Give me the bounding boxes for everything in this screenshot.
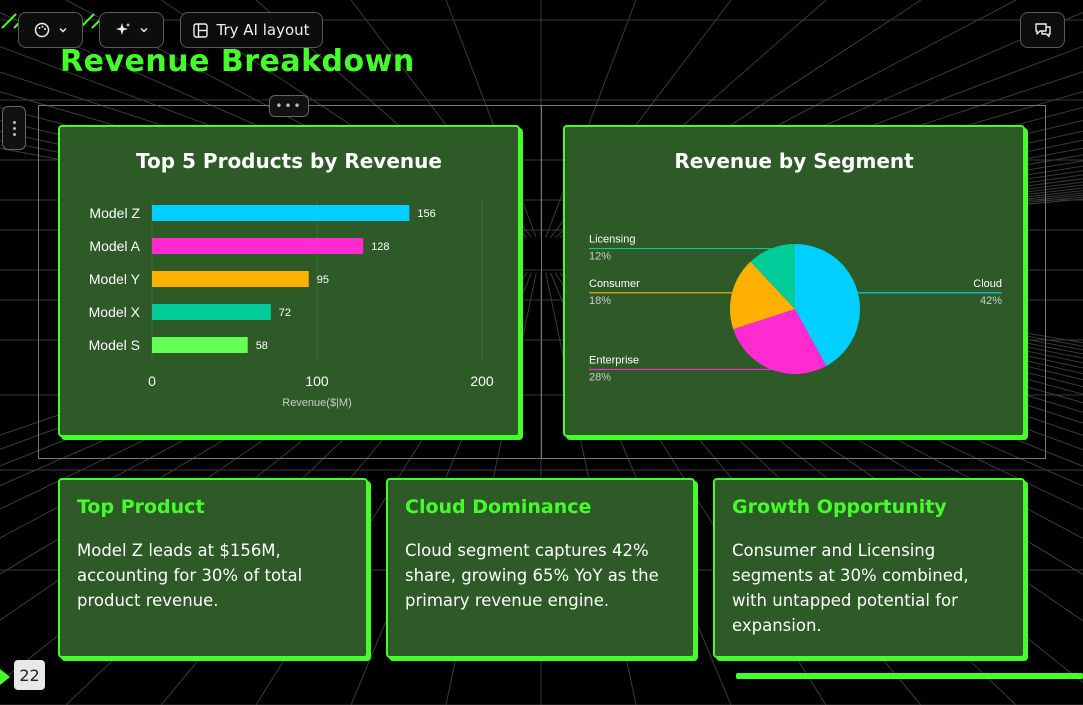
card-body: Cloud segment captures 42% share, growin… bbox=[405, 541, 659, 610]
bar-chart-panel: Top 5 Products by Revenue 0 100 200 Model Z… bbox=[58, 125, 520, 437]
grid-line bbox=[445, 0, 537, 238]
grid-line bbox=[664, 272, 1083, 351]
pie-chart-title: Revenue by Segment bbox=[674, 149, 914, 173]
bar bbox=[152, 337, 248, 353]
card-title: Growth Opportunity bbox=[732, 496, 947, 518]
bar bbox=[152, 238, 364, 254]
ai-dropdown-button[interactable] bbox=[99, 12, 164, 48]
page-number: 22 bbox=[14, 660, 45, 690]
comments-button[interactable] bbox=[1020, 12, 1065, 48]
pie-slice bbox=[730, 261, 795, 330]
pie-chart-panel: Revenue by Segment Cloud 42% Enterprise 28%… bbox=[563, 125, 1025, 437]
pie-slice bbox=[750, 244, 795, 309]
data-label: 128 bbox=[371, 241, 389, 253]
data-label: 72 bbox=[279, 307, 291, 319]
slice-label: Consumer bbox=[589, 278, 640, 290]
data-label: 156 bbox=[417, 208, 435, 220]
category-label: Model Y bbox=[89, 271, 141, 287]
layout-icon bbox=[193, 22, 209, 38]
card-body: Consumer and Licensing segments at 30% c… bbox=[732, 541, 969, 635]
slide-title: Revenue Breakdown bbox=[60, 44, 415, 79]
try-ai-layout-label: Try AI layout bbox=[216, 21, 310, 39]
theme-dropdown-button[interactable] bbox=[18, 12, 83, 48]
grid-line bbox=[669, 196, 1083, 238]
bar-chart-title: Top 5 Products by Revenue bbox=[136, 149, 442, 173]
insight-card-cloud-dominance: Cloud Dominance Cloud segment captures 4… bbox=[386, 478, 695, 658]
chart-frame[interactable] bbox=[38, 105, 1046, 459]
slice-percent: 28% bbox=[589, 371, 611, 383]
bar bbox=[152, 304, 271, 320]
pie-chart: Cloud 42% Enterprise 28% Consumer 18% Licensin… bbox=[589, 234, 1002, 383]
chevron-down-icon bbox=[58, 25, 68, 35]
grid-line bbox=[659, 272, 1083, 355]
palette-icon bbox=[34, 22, 50, 38]
x-axis-label: Revenue($|M) bbox=[282, 397, 352, 409]
slice-label: Enterprise bbox=[589, 354, 639, 366]
slice-percent: 42% bbox=[980, 295, 1002, 307]
category-label: Model X bbox=[89, 304, 141, 320]
slice-label: Cloud bbox=[973, 278, 1002, 290]
slice-percent: 18% bbox=[589, 295, 611, 307]
category-label: Model S bbox=[89, 337, 140, 353]
x-tick-label: 100 bbox=[305, 373, 329, 389]
slice-label: Licensing bbox=[589, 234, 635, 246]
sparkle-icon bbox=[115, 22, 131, 38]
slide-progress-bar bbox=[736, 673, 1083, 679]
data-label: 95 bbox=[317, 274, 329, 286]
card-title: Cloud Dominance bbox=[405, 496, 592, 518]
grid-line bbox=[664, 194, 1083, 238]
frame-divider bbox=[541, 105, 542, 459]
pie-slice bbox=[733, 309, 827, 374]
grid-line bbox=[545, 0, 637, 238]
card-body: Model Z leads at $156M, accounting for 3… bbox=[77, 541, 303, 610]
x-tick-label: 200 bbox=[470, 373, 494, 389]
frame-drag-handle[interactable]: ••• bbox=[269, 95, 309, 117]
play-arrow-icon[interactable] bbox=[0, 667, 12, 687]
insight-card-growth-opportunity: Growth Opportunity Consumer and Licensin… bbox=[713, 478, 1025, 658]
chevron-down-icon bbox=[139, 25, 149, 35]
bar-chart: 0 100 200 Model Z 156 Model A 128 Model Y 95 Mode… bbox=[89, 197, 494, 409]
x-tick-label: 0 bbox=[148, 373, 156, 389]
card-title: Top Product bbox=[77, 496, 205, 518]
try-ai-layout-button[interactable]: Try AI layout bbox=[180, 12, 323, 48]
data-label: 58 bbox=[256, 340, 268, 352]
grid-line bbox=[669, 272, 1083, 347]
side-drag-handle[interactable] bbox=[2, 106, 26, 150]
slice-percent: 12% bbox=[589, 251, 611, 263]
grid-line bbox=[659, 192, 1083, 238]
comment-icon bbox=[1034, 22, 1052, 38]
insight-card-top-product: Top Product Model Z leads at $156M, acco… bbox=[58, 478, 368, 658]
bar bbox=[152, 271, 309, 287]
category-label: Model Z bbox=[89, 205, 140, 221]
category-label: Model A bbox=[89, 238, 140, 254]
bar bbox=[152, 205, 410, 221]
pie-slice bbox=[795, 244, 860, 366]
